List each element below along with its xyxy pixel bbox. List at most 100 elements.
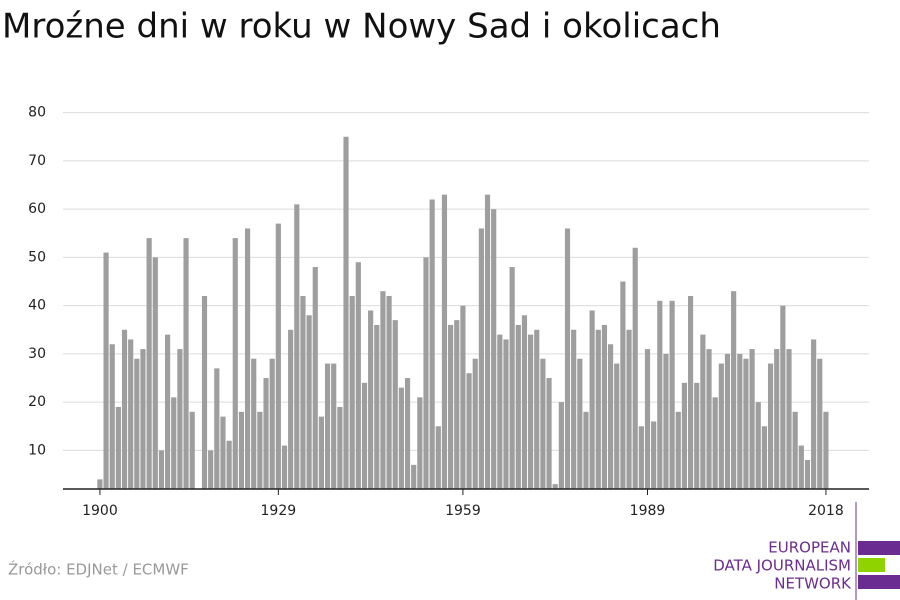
y-tick-label: 40 — [28, 298, 46, 314]
bar — [312, 267, 318, 489]
bar — [109, 344, 115, 489]
bar — [306, 315, 312, 489]
bar — [404, 378, 411, 489]
bar — [435, 426, 441, 489]
bar — [694, 382, 700, 489]
bar — [749, 349, 755, 489]
bar — [811, 339, 817, 489]
bar — [780, 305, 786, 489]
bar — [128, 339, 134, 489]
bar — [484, 194, 491, 490]
bar — [724, 353, 731, 489]
y-tick-label: 80 — [28, 105, 46, 121]
y-tick-label: 20 — [28, 394, 46, 410]
bar — [675, 411, 681, 489]
bar — [441, 194, 448, 490]
bar — [398, 387, 404, 489]
bar — [651, 421, 657, 489]
bar — [355, 262, 361, 489]
bar — [244, 228, 251, 489]
bar — [140, 349, 146, 489]
bar — [503, 339, 509, 489]
bar — [411, 464, 417, 489]
y-tick-label: 60 — [28, 201, 46, 217]
bar — [552, 484, 558, 489]
bar — [368, 310, 374, 489]
bar — [294, 204, 300, 489]
bar — [423, 257, 429, 489]
bar — [558, 402, 564, 489]
x-tick-label: 2018 — [808, 503, 844, 519]
bar — [269, 358, 275, 489]
bar — [460, 305, 466, 489]
bar — [238, 411, 245, 489]
x-tick-label: 1989 — [630, 503, 666, 519]
chart-title: Mroźne dni w roku w Nowy Sad i okolicach — [2, 7, 721, 47]
bar — [657, 300, 663, 489]
x-tick-label: 1929 — [261, 503, 297, 519]
bar — [324, 363, 331, 489]
y-tick-label: 50 — [28, 249, 46, 265]
bar — [152, 257, 158, 489]
bar — [115, 406, 121, 489]
logo-text: EUROPEAN — [768, 539, 851, 557]
bar — [614, 363, 620, 489]
bar — [700, 334, 706, 489]
bar — [208, 450, 214, 489]
bar — [608, 344, 614, 489]
bar — [626, 329, 632, 489]
bar — [165, 334, 171, 489]
bar — [761, 426, 767, 489]
bar — [534, 329, 540, 489]
bar — [632, 247, 638, 489]
y-tick-label: 70 — [28, 153, 46, 169]
logo-bar — [858, 541, 900, 555]
y-tick-label: 10 — [28, 442, 46, 458]
bar — [392, 320, 398, 489]
bar — [786, 349, 792, 489]
bar — [226, 440, 232, 489]
bar — [263, 378, 269, 489]
bar — [275, 223, 281, 489]
bar — [528, 334, 534, 489]
bar — [214, 368, 220, 489]
bar — [540, 358, 546, 489]
bar — [337, 406, 343, 489]
bar — [743, 358, 749, 489]
bar — [121, 329, 128, 489]
bar — [804, 460, 811, 489]
bar — [663, 353, 669, 489]
bar — [755, 402, 761, 489]
bar — [638, 426, 644, 489]
bar — [497, 334, 503, 489]
bar — [232, 238, 238, 489]
bar — [681, 382, 688, 489]
bar — [774, 349, 780, 489]
bar — [429, 199, 435, 489]
bar — [515, 324, 521, 489]
bar — [103, 252, 109, 489]
x-tick-label: 1900 — [82, 503, 118, 519]
bar — [257, 411, 263, 489]
bar — [349, 296, 355, 489]
bar — [454, 320, 460, 489]
bar — [706, 349, 712, 489]
bar — [331, 363, 337, 489]
bar — [583, 411, 589, 489]
bar — [158, 450, 165, 489]
bar — [134, 358, 140, 489]
bar — [817, 358, 823, 489]
bar — [288, 329, 294, 489]
bar — [595, 329, 601, 489]
bar — [601, 324, 608, 489]
bar — [183, 238, 189, 489]
bar — [220, 416, 226, 489]
bar — [374, 324, 380, 489]
y-tick-label: 30 — [28, 346, 46, 362]
bar — [491, 209, 497, 489]
logo-bar — [858, 558, 885, 572]
bar — [577, 358, 583, 489]
bar — [687, 296, 694, 489]
bar — [644, 349, 651, 489]
